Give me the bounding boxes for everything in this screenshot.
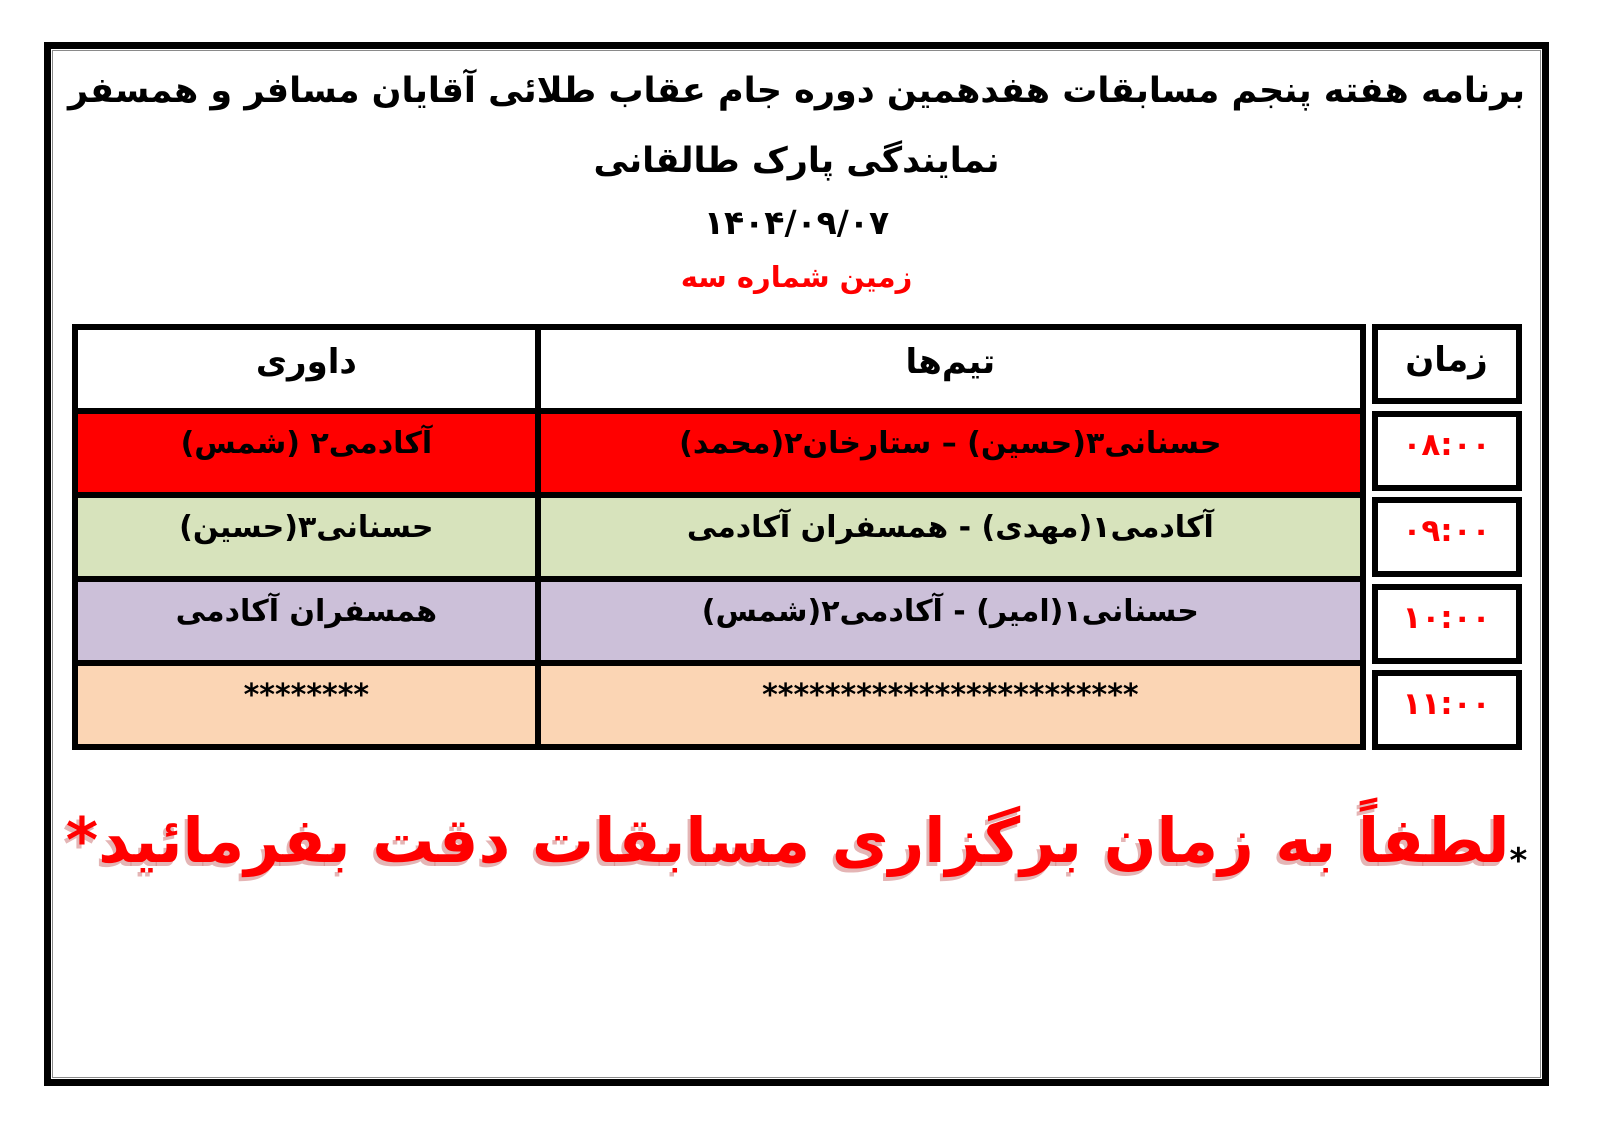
attention-note-text: لطفاً به زمان برگزاری مسابقات دقت بفرمائ…	[98, 804, 1510, 877]
field-number-label: زمین شماره سه	[680, 260, 913, 294]
title-block: برنامه هفته پنجم مسابقات هفدهمین دوره جا…	[53, 67, 1540, 294]
match-referee-row3: همسفران آکادمی	[71, 576, 542, 666]
match-teams-row2: آکادمی۱(مهدی) - همسفران آکادمی	[535, 492, 1366, 582]
schedule-table: زمان ۰۸:۰۰ ۰۹:۰۰ ۱۰:۰۰ ۱۱:۰۰ تیم‌ها داور…	[71, 324, 1522, 750]
leading-asterisk: *	[1509, 841, 1528, 881]
table-row: حسنانی۱(امیر) - آکادمی۲(شمس) همسفران آکا…	[71, 576, 1366, 666]
match-teams-row1: حسنانی۳(حسین) – ستارخان۲(محمد)	[535, 408, 1366, 498]
teams-column-header: تیم‌ها	[535, 324, 1366, 414]
time-column: زمان ۰۸:۰۰ ۰۹:۰۰ ۱۰:۰۰ ۱۱:۰۰	[1371, 324, 1522, 750]
table-row: آکادمی۱(مهدی) - همسفران آکادمی حسنانی۳(ح…	[71, 492, 1366, 582]
match-referee-row2: حسنانی۳(حسین)	[71, 492, 542, 582]
time-cell-row2: ۰۹:۰۰	[1371, 497, 1522, 577]
referee-column-header: داوری	[71, 324, 542, 414]
time-cell-row1: ۰۸:۰۰	[1371, 410, 1522, 491]
match-teams-row3: حسنانی۱(امیر) - آکادمی۲(شمس)	[535, 576, 1366, 666]
page-border-inner-line: برنامه هفته پنجم مسابقات هفدهمین دوره جا…	[52, 50, 1541, 1078]
match-teams-row4: ************************	[535, 660, 1366, 750]
branch-name: نمایندگی پارک طالقانی	[593, 141, 1000, 181]
time-cell-row4: ۱۱:۰۰	[1371, 670, 1522, 750]
table-row: ************************ ********	[71, 660, 1366, 750]
page-border-frame: برنامه هفته پنجم مسابقات هفدهمین دوره جا…	[44, 42, 1549, 1086]
matches-table: تیم‌ها داوری حسنانی۳(حسین) – ستارخان۲(مح…	[71, 324, 1366, 750]
schedule-date: ۱۴۰۴/۰۹/۰۷	[703, 203, 890, 242]
match-referee-row1: آکادمی۲ (شمس)	[71, 408, 542, 498]
table-row: حسنانی۳(حسین) – ستارخان۲(محمد) آکادمی۲ (…	[71, 408, 1366, 498]
match-referee-row4: ********	[71, 660, 542, 750]
table-header-row: تیم‌ها داوری	[71, 324, 1366, 414]
document-title: برنامه هفته پنجم مسابقات هفدهمین دوره جا…	[67, 71, 1526, 111]
trailing-asterisk: *	[65, 804, 99, 877]
time-cell-row3: ۱۰:۰۰	[1371, 583, 1522, 664]
attention-note: *لطفاً به زمان برگزاری مسابقات دقت بفرما…	[53, 804, 1540, 881]
time-column-header: زمان	[1371, 324, 1522, 404]
